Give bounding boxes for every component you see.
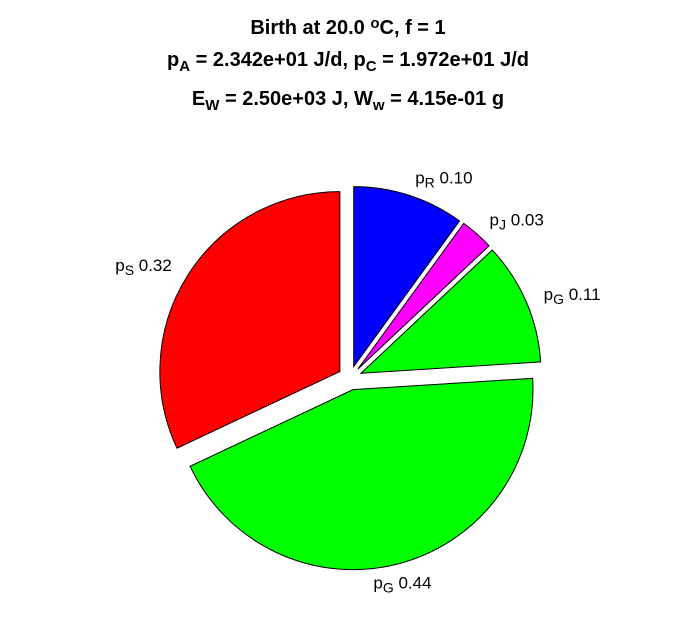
pie-label-pr-0: pR 0.10	[415, 168, 472, 190]
pie-label-pg-2: pG 0.11	[544, 285, 601, 307]
pie-slice-pr-0	[353, 186, 461, 369]
pie-label-pg-3: pG 0.44	[373, 573, 431, 595]
pie-slice-pg-2	[359, 249, 542, 374]
chart-title: Birth at 20.0 oC, f = 1 pA = 2.342e+01 J/…	[167, 15, 529, 114]
title-line-3: EW = 2.50e+03 J, Ww = 4.15e-01 g	[192, 88, 504, 114]
pie-label-pj-1: pJ 0.03	[490, 211, 544, 233]
title-line-1: Birth at 20.0 oC, f = 1	[250, 15, 445, 39]
pie-slices	[159, 186, 542, 571]
title-line-2: pA = 2.342e+01 J/d, pC = 1.972e+01 J/d	[167, 49, 529, 75]
pie-slice-ps-4	[159, 191, 341, 449]
pie-slice-pj-1	[357, 222, 490, 370]
pie-label-ps-4: pS 0.32	[115, 256, 172, 278]
pie-labels: pR 0.10 pJ 0.03 pG 0.11 pG 0.44 pS 0.32	[115, 168, 600, 596]
pie-slice-pg-3	[189, 377, 534, 571]
